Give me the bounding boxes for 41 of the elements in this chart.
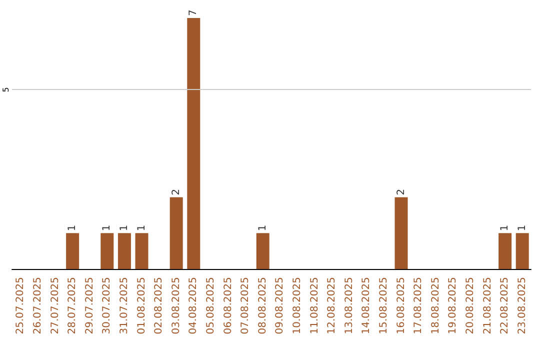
- x-tick-label: 05.08.2025: [205, 277, 216, 334]
- x-tick-label: 17.08.2025: [413, 277, 424, 334]
- x-tick-label: 06.08.2025: [222, 277, 234, 334]
- x-tick-label: 22.08.2025: [500, 277, 511, 334]
- data-label: 1: [118, 224, 130, 232]
- x-tick-label: 07.08.2025: [240, 277, 252, 334]
- ref-line-label: 5: [2, 87, 10, 92]
- x-tick-label: 26.07.2025: [32, 277, 44, 334]
- x-tick-label: 28.07.2025: [67, 277, 78, 334]
- data-label: 1: [102, 224, 113, 232]
- x-tick-label: 19.08.2025: [448, 277, 459, 334]
- data-label: 1: [67, 224, 78, 232]
- data-label: 1: [516, 224, 528, 232]
- x-tick-label: 16.08.2025: [396, 277, 407, 334]
- data-label: 1: [257, 224, 268, 232]
- x-tick-label: 21.08.2025: [482, 277, 494, 334]
- x-tick-label: 23.08.2025: [516, 277, 528, 334]
- x-tick-label: 10.08.2025: [292, 277, 303, 334]
- x-tick-label: 27.07.2025: [50, 277, 61, 334]
- data-label: 7: [188, 10, 200, 16]
- x-tick-label: 01.08.2025: [136, 277, 148, 334]
- data-label: 2: [170, 188, 182, 196]
- x-tick-label: 25.07.2025: [15, 277, 26, 334]
- x-tick-label: 30.07.2025: [102, 277, 113, 334]
- data-label: 2: [396, 188, 407, 196]
- x-tick-label: 13.08.2025: [344, 277, 355, 334]
- x-tick-label: 12.08.2025: [326, 277, 338, 334]
- x-tick-label: 31.07.2025: [118, 277, 130, 334]
- x-tick-label: 02.08.2025: [154, 277, 165, 334]
- data-label: 1: [136, 224, 148, 232]
- x-tick-label: 04.08.2025: [188, 277, 200, 334]
- x-tick-label: 14.08.2025: [361, 277, 372, 334]
- data-label: 1: [500, 224, 511, 232]
- x-tick-label: 20.08.2025: [464, 277, 476, 334]
- x-tick-label: 09.08.2025: [274, 277, 286, 334]
- x-tick-label: 03.08.2025: [170, 277, 182, 334]
- x-tick-label: 08.08.2025: [257, 277, 268, 334]
- x-tick-label: 15.08.2025: [378, 277, 390, 334]
- x-tick-label: 11.08.2025: [309, 277, 320, 334]
- x-tick-label: 29.07.2025: [84, 277, 96, 334]
- x-tick-label: 18.08.2025: [430, 277, 442, 334]
